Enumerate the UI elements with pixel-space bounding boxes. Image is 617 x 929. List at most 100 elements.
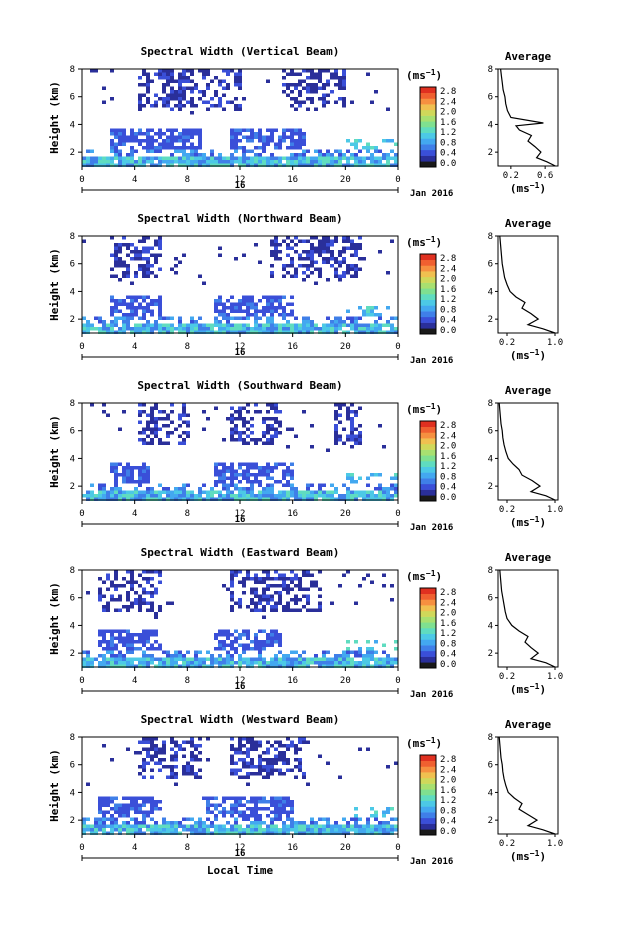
profile-line — [498, 402, 556, 501]
heatmap-cells — [82, 236, 398, 334]
colorbar-swatch — [420, 438, 436, 445]
profile-title: Average — [505, 384, 552, 397]
profile-x-tick-label: 0.6 — [537, 171, 553, 181]
colorbar-tick-label: 2.8 — [440, 254, 456, 264]
profile-x-tick-label: 0.2 — [499, 505, 515, 515]
colorbar-swatch — [420, 421, 436, 428]
colorbar: 2.82.42.01.61.20.80.40.0 — [419, 420, 456, 503]
heatmap-cells — [82, 403, 398, 501]
y-tick-label: 6 — [70, 427, 75, 437]
x-tick-label: 0 — [395, 342, 400, 352]
colorbar-swatch — [420, 829, 436, 836]
profile-y-tick-label: 6 — [488, 594, 493, 604]
colorbar-swatch — [420, 294, 436, 301]
colorbar-swatch — [420, 616, 436, 623]
colorbar-swatch — [420, 426, 436, 433]
colorbar-swatch — [420, 299, 436, 306]
y-tick-label: 6 — [70, 594, 75, 604]
colorbar-swatch — [420, 472, 436, 479]
colorbar-swatch — [420, 777, 436, 784]
colorbar-unit: (ms−1) — [406, 569, 442, 583]
profile-y-tick-label: 4 — [488, 287, 493, 297]
profile-frame — [497, 402, 559, 501]
colorbar-swatch — [420, 772, 436, 779]
profile-y-tick-label: 6 — [488, 427, 493, 437]
colorbar-swatch — [420, 455, 436, 462]
profile-y-tick-label: 8 — [488, 566, 493, 576]
y-tick-label: 4 — [70, 120, 75, 130]
colorbar-swatch — [420, 656, 436, 663]
colorbar-swatch — [420, 311, 436, 318]
colorbar-tick-label: 0.4 — [440, 149, 456, 159]
profile-x-tick-label: 0.2 — [499, 338, 515, 348]
colorbar-swatch — [420, 599, 436, 606]
colorbar-tick-label: 0.4 — [440, 316, 456, 326]
colorbar-tick-label: 1.6 — [440, 285, 456, 295]
panel-3: Spectral Width (Southward Beam) 2 4 6 8 Heigh… — [48, 379, 563, 533]
x-tick-label: 8 — [185, 509, 190, 519]
colorbar-swatch — [420, 328, 436, 335]
y-tick-label: 6 — [70, 761, 75, 771]
x-tick-label: 0 — [79, 676, 84, 686]
colorbar-swatch — [420, 588, 436, 595]
colorbar-swatch — [420, 622, 436, 629]
profile-line — [499, 569, 556, 668]
y-tick-label: 8 — [70, 733, 75, 743]
colorbar: 2.82.42.01.61.20.80.40.0 — [419, 86, 456, 169]
colorbar-tick-label: 1.2 — [440, 629, 456, 639]
date-month-year: Jan 2016 — [410, 189, 453, 199]
colorbar-frame — [419, 587, 437, 669]
colorbar-swatch — [420, 305, 436, 312]
colorbar-tick-label: 1.2 — [440, 128, 456, 138]
panel-title: Spectral Width (Westward Beam) — [141, 713, 340, 726]
profile-y-tick-label: 2 — [488, 649, 493, 659]
colorbar-tick-label: 0.0 — [440, 493, 456, 503]
profile-frame — [497, 68, 559, 167]
panel-title: Spectral Width (Eastward Beam) — [141, 546, 340, 559]
profile-title: Average — [505, 50, 552, 63]
y-tick-label: 2 — [70, 148, 75, 158]
date-day: 16 — [235, 181, 246, 191]
colorbar-tick-label: 2.8 — [440, 588, 456, 598]
profile-line — [500, 68, 556, 167]
date-month-year: Jan 2016 — [410, 523, 453, 533]
profile-x-axis-label: (ms−1) — [510, 181, 546, 195]
y-tick-label: 2 — [70, 649, 75, 659]
x-tick-label: 20 — [340, 843, 351, 853]
panel-1: Spectral Width (Vertical Beam) 2 4 6 8 Height… — [48, 45, 559, 199]
date-month-year: Jan 2016 — [410, 690, 453, 700]
colorbar-swatch — [420, 593, 436, 600]
x-axis-label: Local Time — [207, 864, 274, 877]
y-tick-label: 6 — [70, 260, 75, 270]
panel-4: Spectral Width (Eastward Beam) 2 4 6 8 Height… — [48, 546, 563, 700]
colorbar-tick-label: 0.8 — [440, 472, 456, 482]
average-profile: Average 2 4 6 8 0.2 1.0(ms−1) — [488, 384, 564, 529]
colorbar-swatch — [420, 161, 436, 168]
colorbar-tick-label: 2.4 — [440, 765, 456, 775]
colorbar-swatch — [420, 789, 436, 796]
colorbar-frame — [419, 86, 437, 168]
colorbar-swatch — [420, 823, 436, 830]
x-tick-label: 0 — [79, 342, 84, 352]
x-tick-label: 20 — [340, 342, 351, 352]
y-axis-label: Height (km) — [48, 248, 61, 321]
colorbar-tick-label: 2.0 — [440, 275, 456, 285]
colorbar-swatch — [420, 104, 436, 111]
colorbar: 2.82.42.01.61.20.80.40.0 — [419, 253, 456, 336]
x-tick-label: 4 — [132, 175, 137, 185]
x-tick-label: 16 — [287, 175, 298, 185]
colorbar-tick-label: 0.4 — [440, 650, 456, 660]
x-tick-label: 12 — [235, 843, 246, 853]
colorbar-swatch — [420, 662, 436, 669]
colorbar-tick-label: 1.6 — [440, 786, 456, 796]
profile-x-axis-label: (ms−1) — [510, 515, 546, 529]
profile-y-tick-label: 4 — [488, 454, 493, 464]
colorbar-swatch — [420, 98, 436, 105]
profile-y-tick-label: 4 — [488, 621, 493, 631]
profile-title: Average — [505, 718, 552, 731]
y-tick-label: 2 — [70, 315, 75, 325]
colorbar: 2.82.42.01.61.20.80.40.0 — [419, 754, 456, 837]
y-tick-label: 8 — [70, 65, 75, 75]
profile-y-tick-label: 8 — [488, 733, 493, 743]
profile-y-tick-label: 4 — [488, 788, 493, 798]
